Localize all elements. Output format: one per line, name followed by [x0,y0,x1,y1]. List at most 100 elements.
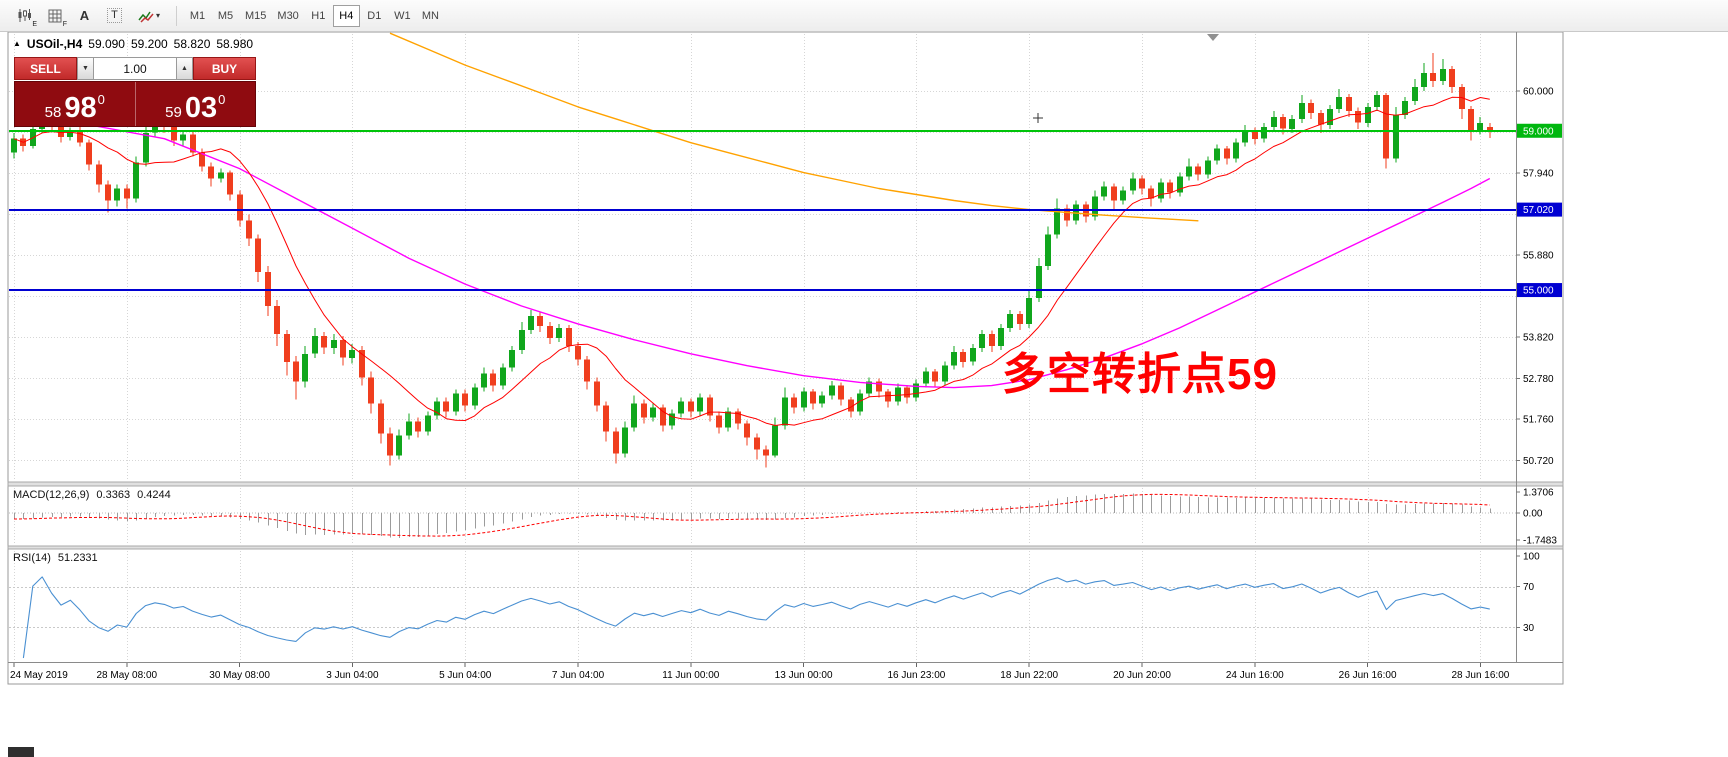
label-tool-icon[interactable]: A [70,3,99,29]
svg-text:30: 30 [1523,623,1535,634]
grid-icon[interactable]: F [40,3,69,29]
time-axis: 24 May 2019 28 May 08:00 30 May 08:00 3 Jun… [10,663,1510,681]
timeframe-d1[interactable]: D1 [367,9,382,22]
ohlc-low: 58.820 [173,37,211,51]
chevron-down-icon: ▾ [155,11,160,20]
trade-controls-row: SELL ▼ ▲ BUY [14,57,256,80]
rsi-pane: 100 70 30 [9,552,1540,659]
price-axis: 60.000 57.940 55.880 53.820 52.780 51.760 50.7… [1516,86,1562,467]
ohlc-close: 58.980 [216,37,254,51]
svg-text:18 Jun 22:00: 18 Jun 22:00 [1000,670,1058,681]
rsi-value: 51.2331 [57,552,98,564]
bottom-left-fragment [8,747,34,757]
ask-point: 0 [218,92,226,107]
macd-pane-label: MACD(12,26,9) 0.3363 0.4244 [13,489,171,501]
bid-price[interactable]: 58 98 0 [15,82,136,126]
svg-text:30 May 08:00: 30 May 08:00 [209,670,270,681]
timeframe-m15[interactable]: M15 [245,9,267,22]
lot-size-input[interactable] [94,57,176,80]
timeframe-mn[interactable]: MN [421,9,439,22]
bid-pips: 98 [64,91,97,124]
letter-a-glyph: A [79,8,90,23]
symbol-marker-icon: ▲ [13,39,21,48]
lot-decrease-button[interactable]: ▼ [77,57,94,80]
svg-text:20 Jun 20:00: 20 Jun 20:00 [1113,670,1171,681]
svg-text:70: 70 [1523,582,1535,593]
chart-window-icon[interactable]: E [10,3,39,29]
icon-badge-e: E [32,20,37,28]
moving-averages-layer [13,32,1491,426]
svg-text:16 Jun 23:00: 16 Jun 23:00 [887,670,945,681]
svg-text:59.000: 59.000 [1523,126,1554,137]
svg-text:53.820: 53.820 [1523,333,1554,344]
symbol-period-label: USOil-,H4 [26,37,83,51]
svg-text:57.020: 57.020 [1523,205,1554,216]
macd-pane: 1.3706 0.00 -1.7483 [9,488,1557,547]
svg-text:11 Jun 00:00: 11 Jun 00:00 [662,670,720,681]
ask-pips: 03 [184,91,218,124]
svg-text:55.880: 55.880 [1523,251,1554,262]
timeframe-m30[interactable]: M30 [277,9,299,22]
timeframe-m1[interactable]: M1 [189,9,206,22]
ask-integer: 59 [165,104,182,121]
svg-text:60.000: 60.000 [1523,86,1554,97]
svg-text:24 Jun 16:00: 24 Jun 16:00 [1226,670,1284,681]
timeframe-w1[interactable]: W1 [394,9,411,22]
chart-frame [7,31,1564,685]
svg-text:24 May 2019: 24 May 2019 [10,670,68,681]
bid-ask-panel: 58 98 0 59 03 0 [14,81,256,127]
macd-main-value: 0.3363 [96,489,131,501]
svg-text:3 Jun 04:00: 3 Jun 04:00 [326,670,379,681]
rsi-name: RSI(14) [13,552,51,564]
svg-text:50.720: 50.720 [1523,456,1554,467]
ask-price[interactable]: 59 03 0 [136,82,256,126]
chart-annotation-text: 多空转折点59 [1002,350,1278,399]
bid-integer: 58 [44,104,62,121]
grid-glyph-icon [48,9,61,22]
ohlc-high: 59.200 [130,37,168,51]
timeframe-m5[interactable]: M5 [217,9,234,22]
horizontal-lines-layer [9,130,1516,291]
svg-text:0.00: 0.00 [1523,509,1543,520]
svg-text:51.760: 51.760 [1523,415,1554,426]
ohlc-open: 59.090 [88,37,125,51]
rsi-pane-label: RSI(14) 51.2331 [13,552,98,564]
bid-point: 0 [97,92,105,107]
svg-text:-1.7483: -1.7483 [1523,536,1557,547]
pane-separators [7,32,1564,663]
svg-text:13 Jun 00:00: 13 Jun 00:00 [775,670,833,681]
svg-text:52.780: 52.780 [1523,374,1554,385]
text-tool-icon[interactable]: T [100,3,129,29]
toolbar: E F A T ▾ M1 M5 M15 M30 H1 H4 D1 W1 MN [0,0,1728,32]
svg-text:7 Jun 04:00: 7 Jun 04:00 [552,670,605,681]
macd-name: MACD(12,26,9) [13,489,90,501]
indicator-zigzag-icon [138,11,154,23]
toolbar-separator [176,5,177,26]
svg-text:55.000: 55.000 [1523,286,1554,297]
icon-badge-f: F [62,20,67,28]
arrow-down-icon: ▼ [82,65,89,72]
arrow-up-icon: ▲ [181,65,188,72]
svg-text:5 Jun 04:00: 5 Jun 04:00 [439,670,492,681]
macd-signal-value: 0.4244 [137,489,171,501]
chart-title: ▲ USOil-,H4 59.090 59.200 58.820 58.980 [13,37,253,51]
letter-t-glyph: T [107,8,122,23]
indicators-menu-icon[interactable]: ▾ [130,3,168,29]
timeframe-h4[interactable]: H4 [332,4,360,27]
buy-button[interactable]: BUY [193,57,256,80]
lot-increase-button[interactable]: ▲ [176,57,193,80]
svg-text:28 May 08:00: 28 May 08:00 [96,670,157,681]
svg-text:100: 100 [1523,552,1540,563]
svg-text:28 Jun 16:00: 28 Jun 16:00 [1451,670,1509,681]
svg-text:1.3706: 1.3706 [1523,488,1554,499]
svg-text:57.940: 57.940 [1523,168,1554,179]
one-click-trading-panel: SELL ▼ ▲ BUY 58 98 0 59 03 0 [14,57,256,127]
timeframe-bar: M1 M5 M15 M30 H1 H4 D1 W1 MN [184,4,445,27]
candles-layer [11,53,1493,468]
svg-text:26 Jun 16:00: 26 Jun 16:00 [1339,670,1397,681]
chart-markers [1033,34,1219,123]
sell-button[interactable]: SELL [14,57,77,80]
candlestick-icon [18,9,31,22]
timeframe-h1[interactable]: H1 [311,9,326,22]
